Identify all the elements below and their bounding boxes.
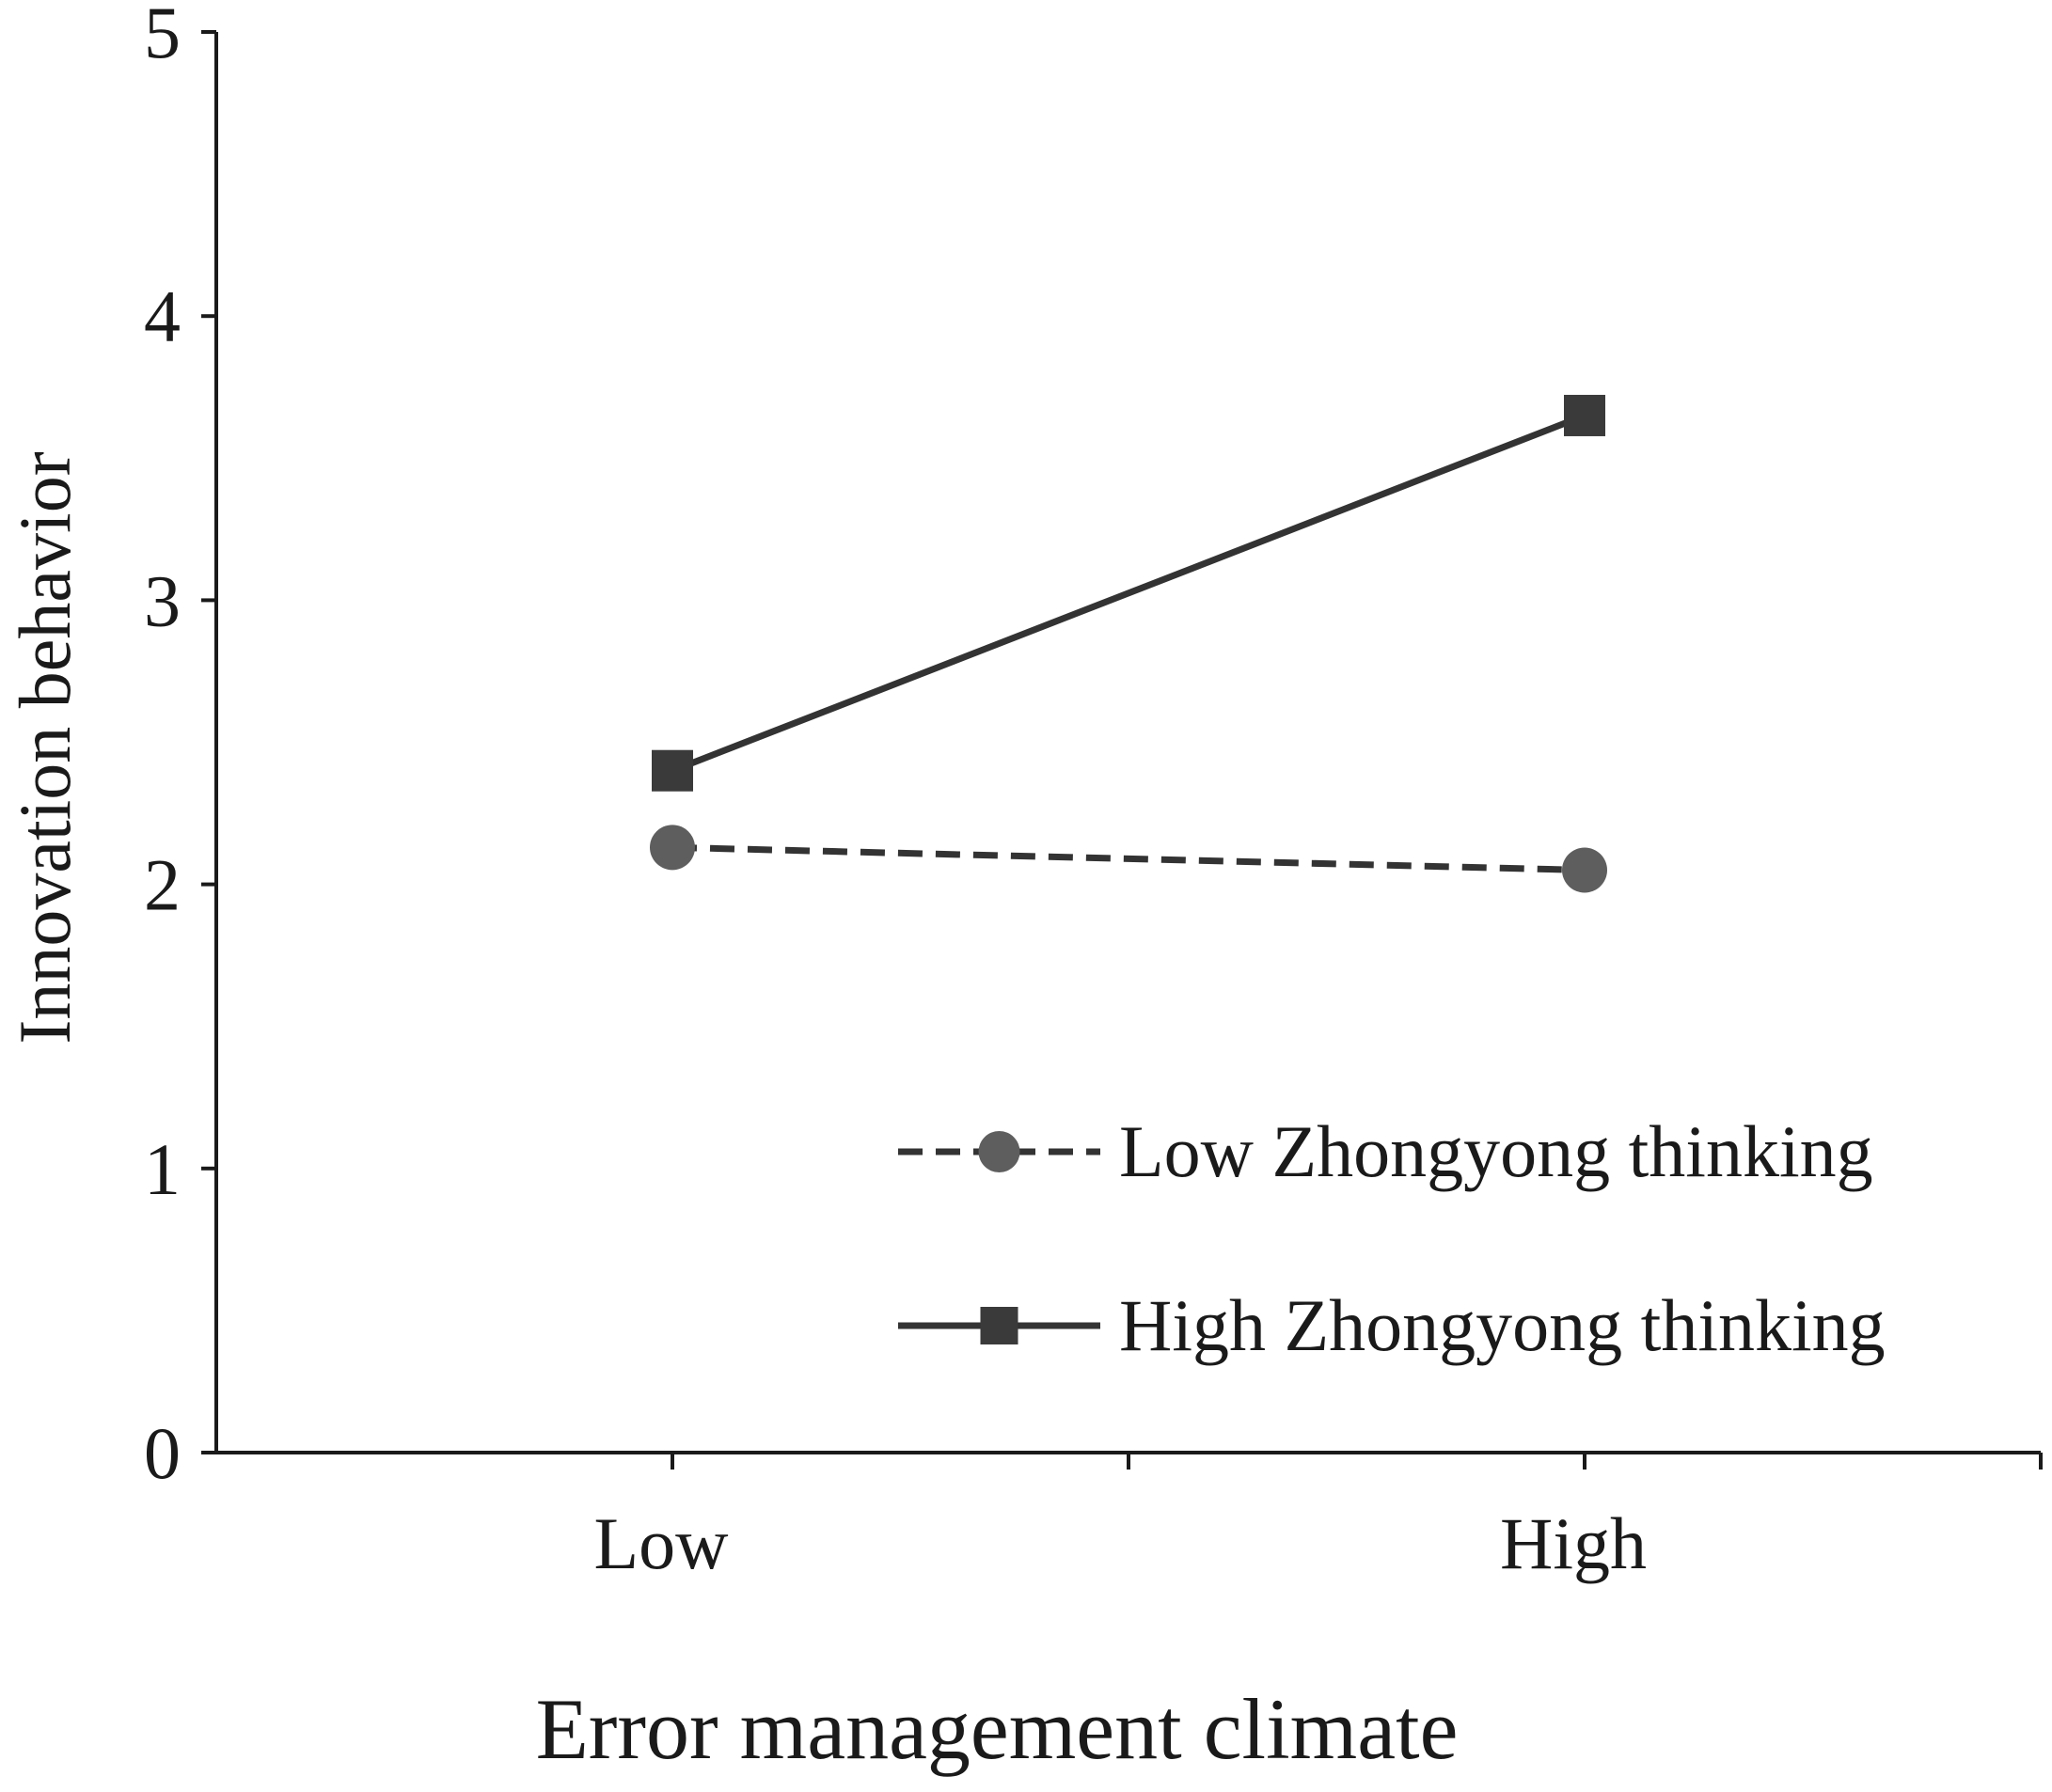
x-tick-group: Low High [594,1453,2043,1584]
x-axis-title: Error management climate [536,1681,1459,1777]
legend-label: High Zhongyong thinking [1119,1284,1886,1366]
series-layer [650,394,1607,893]
y-tick-label: 0 [144,1412,181,1494]
y-tick-label: 2 [144,844,181,926]
legend-marker [978,1131,1020,1172]
y-axis-title: Innovation behavior [4,451,86,1044]
chart-axes [214,32,2041,1454]
series-point [652,749,693,792]
series-line [671,843,1586,873]
series-high-zhongyong [652,394,1605,792]
legend-entry: Low Zhongyong thinking [898,1110,1873,1192]
series-point [1562,847,1607,893]
y-tick-label: 1 [144,1128,181,1210]
y-tick-group: 0 1 2 3 4 5 [144,0,216,1494]
legend-label: Low Zhongyong thinking [1119,1110,1873,1192]
series-low-zhongyong [650,825,1607,893]
legend-marker [980,1307,1018,1344]
y-tick-label: 3 [144,559,181,641]
x-tick-label: High [1500,1502,1647,1584]
y-tick-label: 5 [144,0,181,73]
series-line [671,412,1586,774]
x-tick-label: Low [594,1502,729,1584]
y-tick-label: 4 [144,275,181,357]
series-point [1564,394,1605,436]
legend-entry: High Zhongyong thinking [898,1284,1886,1366]
legend: Low Zhongyong thinking High Zhongyong thi… [898,1110,1886,1366]
series-point [650,825,695,871]
